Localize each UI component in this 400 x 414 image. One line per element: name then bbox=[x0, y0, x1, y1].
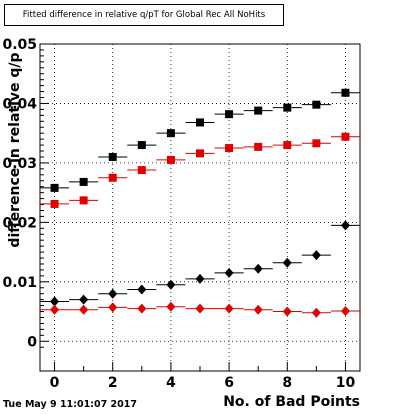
x-tick-label: 10 bbox=[336, 375, 356, 391]
data-point-diamond bbox=[224, 267, 234, 278]
axes: 0 2 4 6 8 10 0 0.01 0.02 0.03 0.04 0.05 bbox=[2, 37, 355, 391]
data-point-square bbox=[225, 110, 234, 119]
chart-title-box: Fitted difference in relative q/pT for G… bbox=[4, 4, 284, 26]
data-point-square bbox=[137, 166, 146, 175]
x-tick-label: 6 bbox=[224, 375, 234, 391]
data-point-square bbox=[283, 141, 292, 150]
series-3 bbox=[40, 301, 360, 318]
data-point-diamond bbox=[253, 304, 263, 315]
data-point-diamond bbox=[224, 303, 234, 314]
data-point-diamond bbox=[137, 303, 147, 314]
data-point-diamond bbox=[282, 306, 292, 317]
data-point-diamond bbox=[79, 294, 89, 305]
y-tick-label: 0.05 bbox=[2, 37, 37, 53]
y-tick-label: 0.03 bbox=[2, 156, 37, 172]
y-tick-label: 0.01 bbox=[2, 275, 37, 291]
data-point-diamond bbox=[340, 305, 350, 316]
grid-lines bbox=[40, 43, 360, 371]
data-point-diamond bbox=[50, 296, 60, 307]
series-1 bbox=[40, 132, 360, 208]
series-0 bbox=[40, 88, 360, 192]
data-point-diamond bbox=[137, 284, 147, 295]
x-tick-label: 0 bbox=[50, 375, 60, 391]
data-point-square bbox=[254, 142, 263, 151]
data-point-diamond bbox=[166, 301, 176, 312]
y-tick-label: 0 bbox=[27, 334, 37, 350]
data-point-square bbox=[196, 149, 204, 158]
data-point-square bbox=[79, 177, 88, 186]
data-point-diamond bbox=[195, 303, 205, 314]
x-tick-label: 4 bbox=[166, 375, 176, 391]
data-point-diamond bbox=[50, 304, 60, 315]
data-point-square bbox=[166, 129, 175, 138]
data-point-square bbox=[166, 155, 175, 164]
data-point-square bbox=[196, 118, 204, 127]
data-point-square bbox=[79, 196, 88, 205]
y-tick-label: 0.02 bbox=[2, 215, 37, 231]
data-point-square bbox=[108, 152, 117, 161]
data-point-diamond bbox=[311, 250, 321, 261]
data-point-square bbox=[312, 100, 321, 109]
y-axis-label: difference in relative q/p bbox=[7, 52, 23, 247]
data-point-diamond bbox=[108, 288, 118, 299]
data-point-square bbox=[137, 141, 146, 150]
data-point-square bbox=[50, 183, 59, 192]
data-point-square bbox=[50, 199, 59, 208]
timestamp-label: Tue May 9 11:01:07 2017 bbox=[3, 399, 137, 410]
data-point-diamond bbox=[108, 302, 118, 313]
data-point-diamond bbox=[253, 263, 263, 274]
data-point-diamond bbox=[166, 279, 176, 290]
plot-frame bbox=[39, 43, 361, 372]
data-point-diamond bbox=[79, 304, 89, 315]
x-tick-label: 2 bbox=[108, 375, 118, 391]
series-2 bbox=[40, 220, 360, 307]
x-axis-label: No. of Bad Points bbox=[223, 394, 360, 410]
y-tick-label: 0.04 bbox=[2, 96, 37, 112]
data-point-diamond bbox=[195, 273, 205, 284]
data-point-square bbox=[108, 173, 117, 182]
data-point-diamond bbox=[311, 307, 321, 318]
data-marks bbox=[40, 88, 360, 318]
data-point-square bbox=[283, 103, 292, 112]
data-point-diamond bbox=[340, 220, 350, 231]
data-point-diamond bbox=[282, 257, 292, 268]
x-tick-label: 8 bbox=[282, 375, 292, 391]
data-point-square bbox=[225, 144, 234, 153]
data-point-square bbox=[312, 139, 321, 148]
data-point-square bbox=[341, 88, 350, 97]
chart-title: Fitted difference in relative q/pT for G… bbox=[22, 10, 266, 20]
data-point-square bbox=[341, 132, 350, 141]
data-point-square bbox=[254, 106, 263, 115]
